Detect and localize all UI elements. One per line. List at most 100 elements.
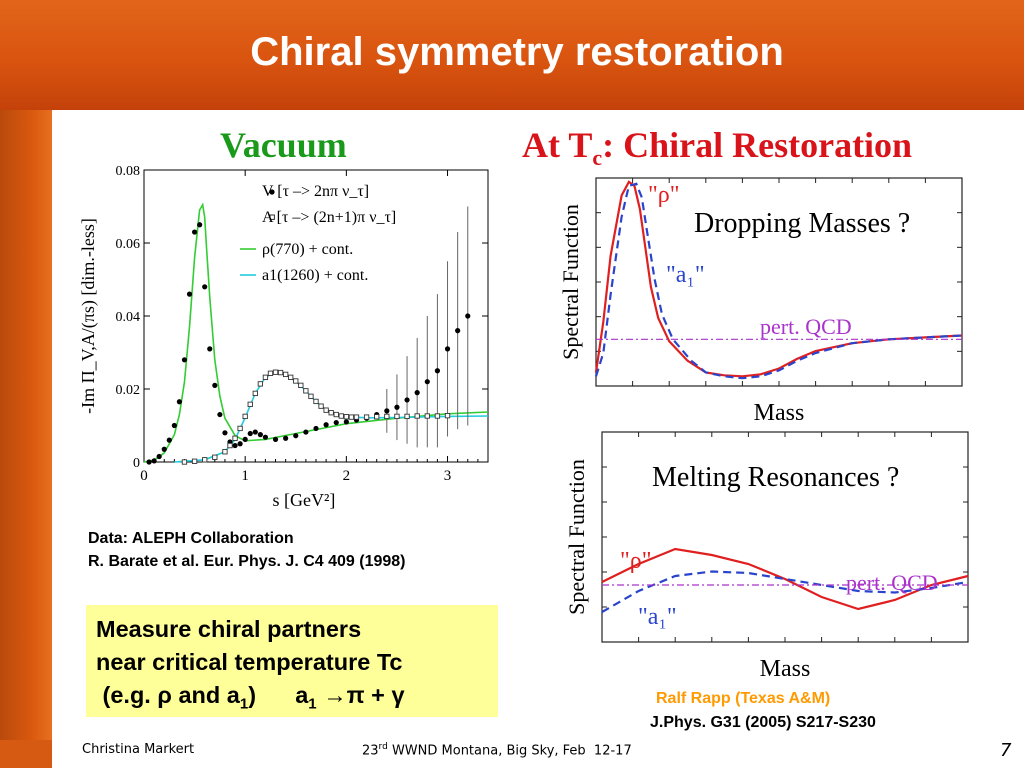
restoration-heading: At Tc: Chiral Restoration [522,124,912,171]
data-point-a [303,388,309,394]
data-point-v [166,437,172,443]
y-tick-label: 0.08 [116,164,141,179]
data-point-a [191,458,198,464]
y-axis-label: -Im Π_V,A/(πs) [dim.-less] [78,218,99,414]
data-point-a [308,393,314,399]
data-point-v [242,436,248,442]
restoration-heading-sub: c [592,145,603,171]
restoration-heading-rest: : Chiral Restoration [602,125,913,165]
data-point-v [323,422,329,428]
data-point-v [232,442,238,449]
data-point-a [434,413,441,419]
data-point-v [394,404,400,410]
data-point-v [283,435,289,441]
melting-resonances-chart: Melting Resonances ? "ρ" "a₁" pert. QCD Mass… [564,431,969,682]
data-point-a [181,459,188,465]
data-point-v [424,379,430,385]
highlight-sub-1: 1 [239,695,249,713]
data-point-a [333,411,339,418]
data-point-v [257,432,263,438]
restoration-heading-main: At T [522,125,593,165]
dropping-masses-chart: Dropping Masses ? "ρ" "a₁" pert. QCD Mass Spe… [560,177,963,426]
data-point-a [257,381,264,387]
y-tick-label: 0.06 [116,237,141,252]
data-point-a [318,403,324,409]
data-point-v [161,446,167,452]
highlight-and-a: and a [171,682,240,708]
x-tick-label: 2 [343,468,351,484]
a1-annotation: "a₁" [666,262,705,288]
y-tick-label: 0.04 [116,310,141,325]
data-point-a [328,410,334,416]
a1-annotation: "a₁" [638,604,677,630]
data-source-note: Data: ALEPH Collaboration [88,530,294,547]
data-point-a [242,413,248,420]
plus-sign: + [371,682,392,708]
data-point-v [384,408,390,414]
data-point-a [202,457,208,463]
page-number: 7 [1000,740,1012,761]
series-line [601,547,969,611]
vacuum-spectral-chart: 0 0.02 0.04 0.06 0.08 0 1 2 3 s [GeV²] -Im Π_V,A/(… [78,164,489,510]
highlight-sub-2: 1 [308,695,317,713]
series-line [594,180,963,378]
data-point-a [293,378,299,384]
decay-arrow-pi: →π [316,682,372,708]
data-point-a [343,414,350,420]
data-point-a [444,412,451,419]
data-point-v [293,433,299,439]
data-point-v [156,453,162,460]
y-tick-label: 0.02 [116,383,141,398]
x-axis-label: s [GeV²] [273,490,336,510]
data-point-v [176,399,183,405]
data-point-a [394,413,400,420]
highlight-eg: (e.g. [96,682,158,708]
rho-annotation: "ρ" [648,182,680,208]
qcd-annotation: pert. QCD [846,570,938,595]
data-point-v [434,368,441,374]
data-point-a [232,435,238,441]
data-point-v [197,222,203,228]
footer-conference-rest: WWND Montana, Big Sky, Feb 12-17 [387,743,632,759]
rho-annotation: "ρ" [620,548,652,574]
legend-label: ρ(770) + cont. [262,241,353,258]
series-line [594,182,963,380]
data-point-v [186,291,193,297]
chart-title: Dropping Masses ? [694,208,910,239]
data-point-v [202,284,208,290]
x-tick-label: 1 [241,468,249,484]
footer-accent [0,740,52,768]
title-bar [0,0,1024,110]
data-point-v [303,429,309,435]
data-point-a [277,369,284,376]
data-point-a [267,370,274,376]
reference-note: R. Barate et al. Eur. Phys. J. C4 409 (1… [88,553,406,570]
data-point-a [338,413,344,419]
data-point-v [217,411,223,418]
data-point-v [237,441,243,447]
data-point-a [353,414,360,420]
vacuum-legend: V [τ –> 2nπ ν_τ] A [τ –> (2n+1)π ν_τ] ρ(77… [240,183,396,284]
highlight-paren-a: ) a [248,682,309,708]
data-point-a [212,454,218,460]
slide-title: Chiral symmetry restoration [250,30,784,74]
data-point-v [343,419,349,425]
highlight-text: Measure chiral partners near critical te… [96,613,405,721]
highlight-line-1: Measure chiral partners [96,616,362,642]
rho-symbol: ρ [157,682,172,708]
highlight-line-2: near critical temperature Tc [96,649,403,675]
legend-marker-a [269,214,275,220]
x-tick-label: 3 [444,468,452,484]
data-point-a [348,414,355,420]
data-point-a [363,414,370,420]
data-point-a [374,414,380,420]
vacuum-heading: Vacuum [220,125,347,165]
data-point-v [191,229,198,235]
rapp-credit: Ralf Rapp (Texas A&M) [656,690,831,707]
data-point-a [247,401,253,407]
data-point-v [262,434,269,440]
y-axis-label: Spectral Function [560,204,583,360]
data-point-v [247,430,253,437]
highlight-box [86,605,498,717]
data-point-a [262,374,269,380]
